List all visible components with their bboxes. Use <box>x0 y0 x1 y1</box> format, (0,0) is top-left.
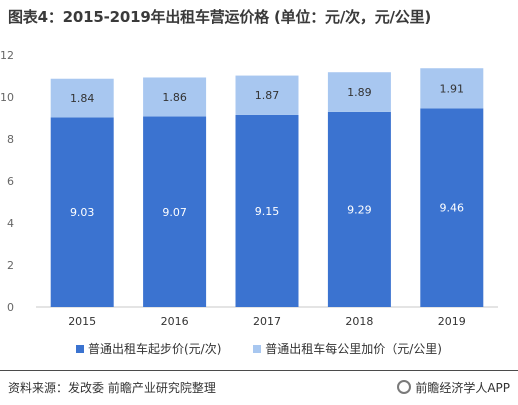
legend-label-start-price: 普通出租车起步价(元/次) <box>88 342 222 356</box>
x-tick-label: 2016 <box>161 315 189 328</box>
x-tick-label: 2015 <box>68 315 96 328</box>
x-axis-labels: 2015 2016 2017 2018 2019 <box>68 315 466 328</box>
y-tick-label: 10 <box>0 91 14 104</box>
legend-item-start-price: 普通出租车起步价(元/次) <box>76 340 221 357</box>
bars: 9.03 1.84 9.07 1.86 9.15 1.87 9.29 1.89 9.46 1.91 <box>50 68 484 308</box>
legend-item-per-km-price: 普通出租车每公里加价（元/公里) <box>253 340 442 357</box>
bar-value-label: 9.15 <box>255 205 280 218</box>
y-tick-label: 12 <box>0 49 14 62</box>
bar-value-label: 1.91 <box>440 82 465 95</box>
bar-value-label: 9.46 <box>440 202 465 215</box>
y-tick-label: 2 <box>7 259 14 272</box>
bar-per-km-price <box>235 75 299 115</box>
y-tick-label: 4 <box>7 217 14 230</box>
bar-per-km-price <box>420 68 484 109</box>
bar-per-km-price <box>327 72 391 112</box>
bar-start-price <box>143 116 207 307</box>
legend-label-per-km-price: 普通出租车每公里加价（元/公里) <box>265 342 442 356</box>
bar-value-label: 1.86 <box>162 91 187 104</box>
legend: 普通出租车起步价(元/次) 普通出租车每公里加价（元/公里) <box>0 340 518 357</box>
y-tick-label: 0 <box>7 301 14 314</box>
legend-swatch-start-price <box>76 345 84 353</box>
bar-start-price <box>50 117 114 308</box>
x-tick-label: 2018 <box>345 315 373 328</box>
legend-swatch-per-km-price <box>253 345 262 353</box>
bar-per-km-price <box>143 77 207 117</box>
brand-logo-icon <box>397 380 412 394</box>
bar-value-label: 1.87 <box>255 89 280 102</box>
bar-start-price <box>327 111 391 307</box>
stacked-bar-chart: 0 2 4 6 8 10 12 9.03 1.84 9.07 1.86 9.15 1.87 9.29 1.… <box>0 49 498 328</box>
y-tick-label: 8 <box>7 133 14 146</box>
bar-value-label: 9.29 <box>347 203 372 216</box>
bar-value-label: 9.03 <box>70 206 95 219</box>
source-note: 资料来源：发改委 前瞻产业研究院整理 <box>8 381 216 395</box>
x-tick-label: 2017 <box>253 315 281 328</box>
bar-per-km-price <box>50 78 114 118</box>
y-tick-label: 6 <box>7 175 14 188</box>
bar-value-label: 1.84 <box>70 92 95 105</box>
bar-value-label: 9.07 <box>162 206 187 219</box>
footer-divider <box>0 370 518 371</box>
x-tick-label: 2019 <box>438 315 466 328</box>
bar-value-label: 1.89 <box>347 86 372 99</box>
bar-start-price <box>420 108 484 307</box>
bar-start-price <box>235 114 299 307</box>
brand-name: 前瞻经济学人APP <box>415 381 510 395</box>
chart-title: 图表4：2015-2019年出租车营运价格 (单位：元/次，元/公里) <box>8 8 432 26</box>
brand-footer: 前瞻经济学人APP <box>397 379 510 396</box>
y-axis-ticks: 0 2 4 6 8 10 12 <box>0 49 14 314</box>
